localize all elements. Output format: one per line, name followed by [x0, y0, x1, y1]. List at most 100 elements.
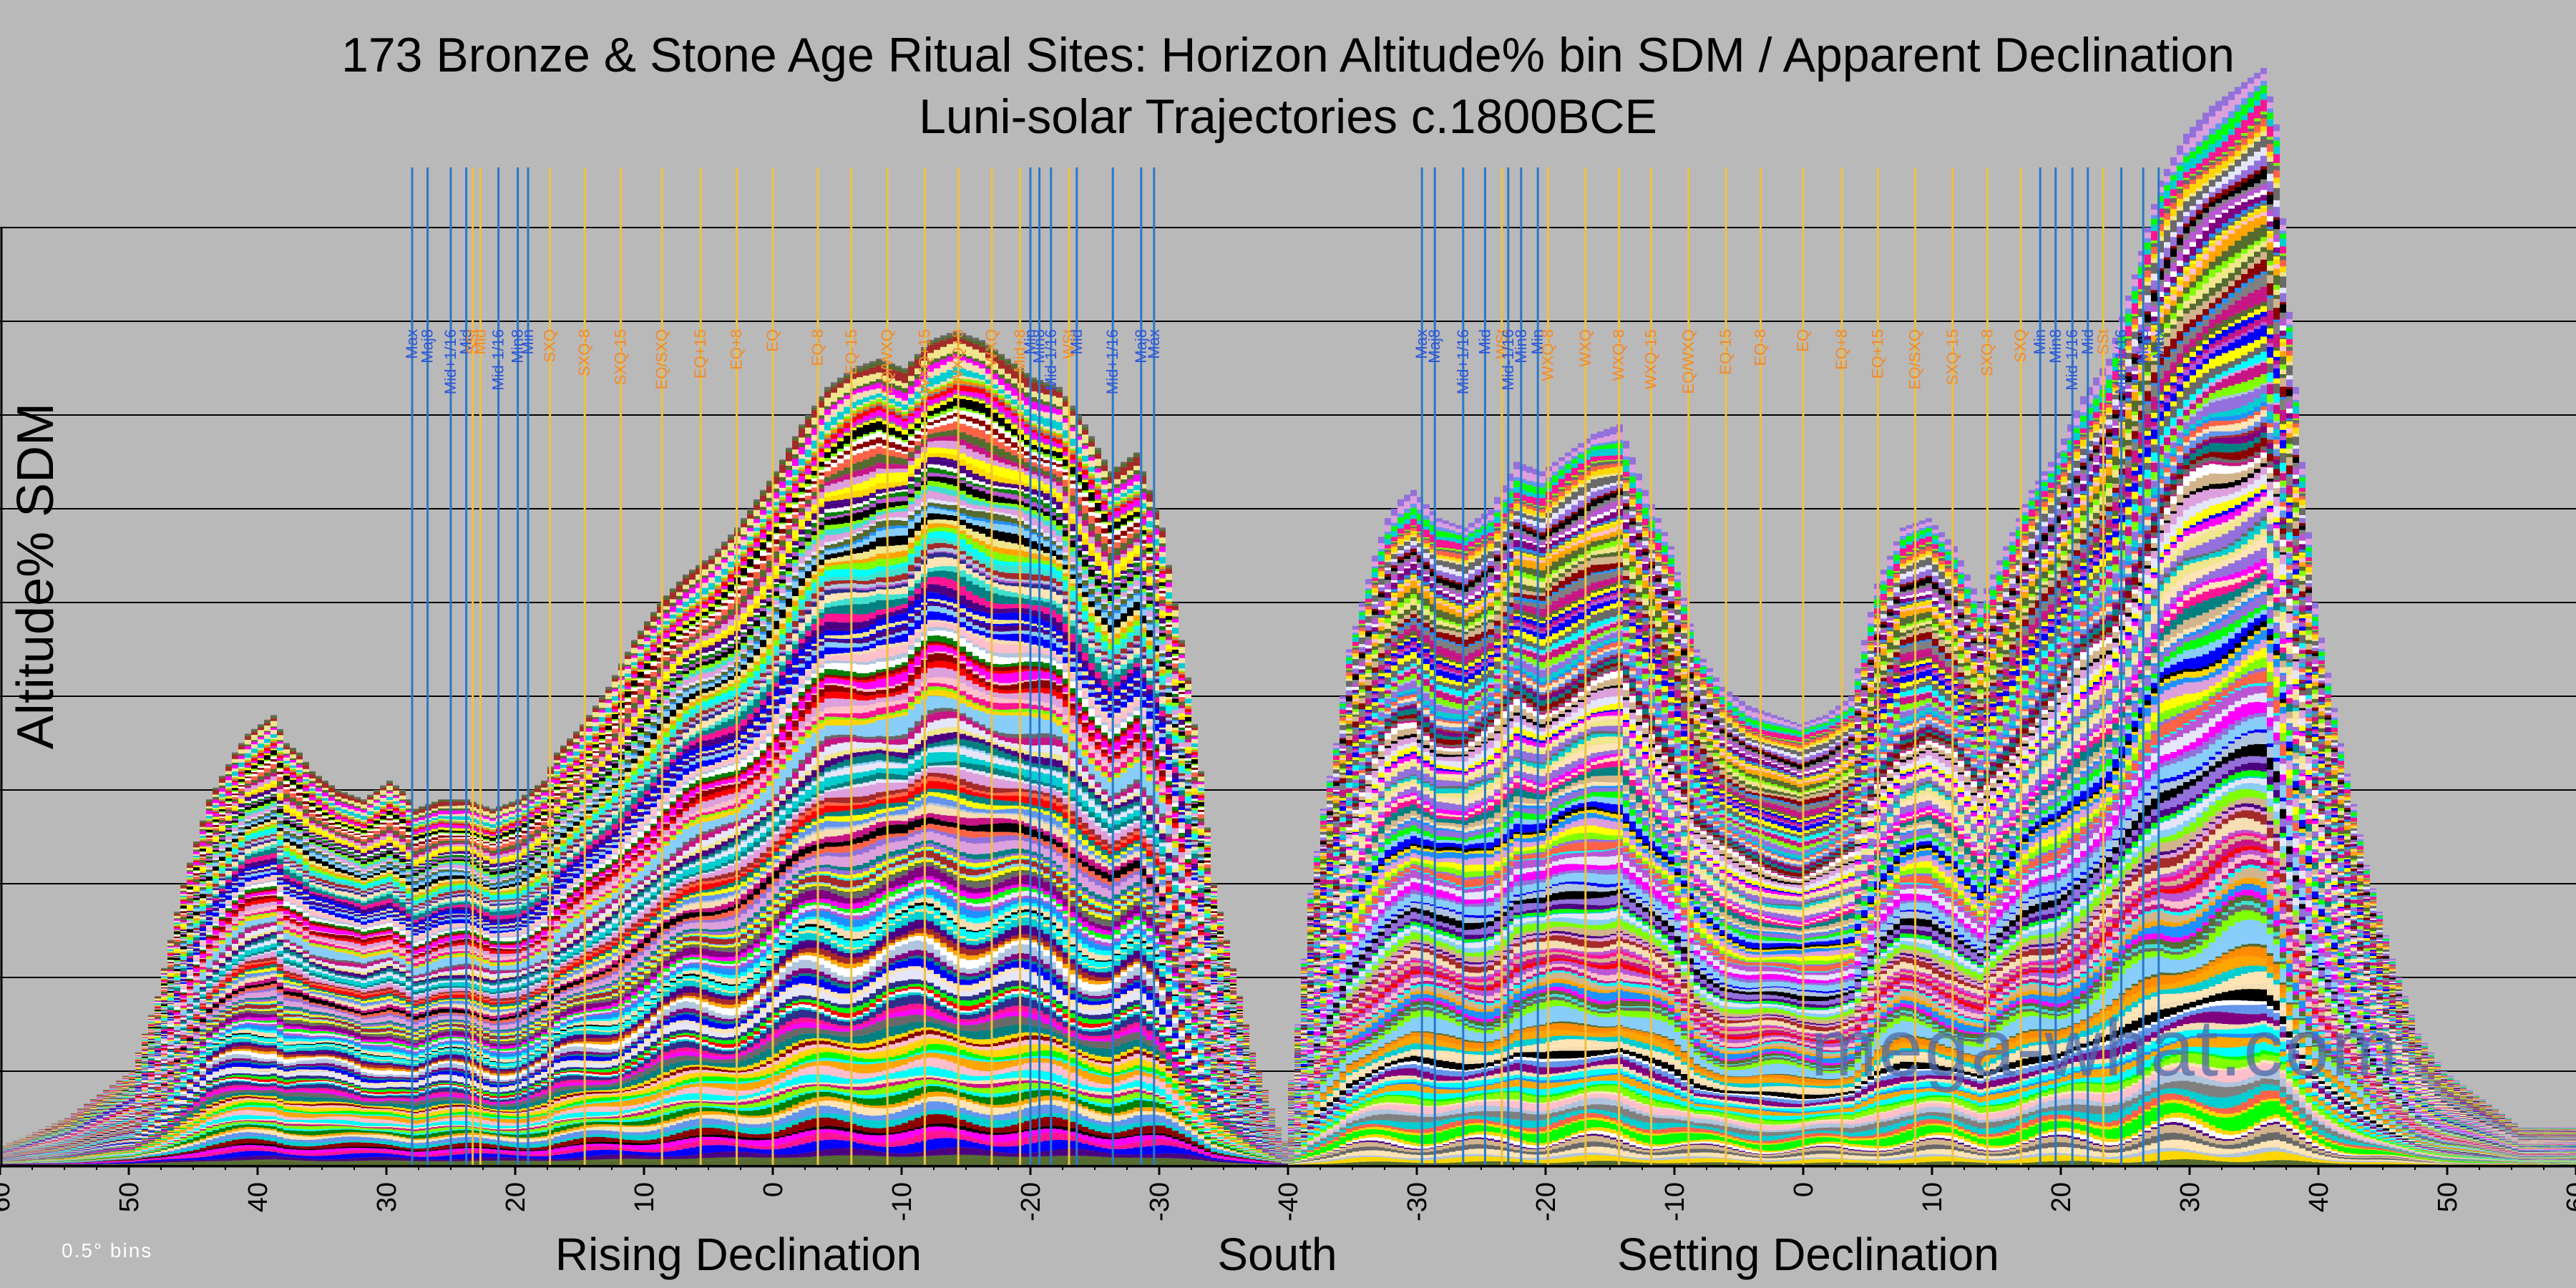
x-tick-label: -20 — [1016, 1182, 1046, 1221]
marker-label: Min — [1021, 329, 1039, 354]
marker-label: Maj8 — [2134, 329, 2152, 364]
marker-label: Mid — [1475, 329, 1493, 354]
site-layer — [0, 1138, 1294, 1165]
marker-label: EQ-8 — [809, 329, 826, 366]
site-layer — [0, 1096, 1294, 1164]
site-layer — [0, 1110, 1294, 1165]
marker-label: EQ/SXQ — [653, 329, 670, 389]
marker-label: EQ+15 — [691, 329, 709, 379]
site-layer — [0, 887, 1294, 1162]
site-layer — [0, 1079, 1294, 1164]
marker-label: Mid-1/16 — [1042, 329, 1060, 391]
marker-label: Maj8 — [419, 329, 436, 364]
site-layer — [0, 1126, 1294, 1165]
site-layer — [0, 1050, 1294, 1164]
marker-label: Min8 — [509, 329, 527, 364]
x-tick-label: 20 — [501, 1182, 531, 1212]
site-layer — [0, 1157, 1294, 1165]
marker-label: Max — [2150, 329, 2167, 359]
x-tick-label: 50 — [114, 1182, 145, 1212]
marker-label: Max — [1413, 329, 1430, 359]
marker-label: SXQ-15 — [1943, 329, 1961, 385]
marker-label: EQ/WXQ — [1679, 329, 1697, 394]
x-tick-label: 0 — [758, 1182, 789, 1197]
marker-label: Mid-1/16 — [2063, 329, 2081, 391]
site-layer — [1288, 1147, 2576, 1165]
site-layer — [0, 1154, 1294, 1165]
site-layer — [0, 1021, 1294, 1163]
marker-label: Maj8 — [1425, 329, 1443, 364]
site-layer — [0, 1044, 1294, 1164]
marker-label: SXQ-8 — [575, 329, 593, 376]
site-layer — [1288, 68, 2576, 1138]
x-tick-label: -10 — [1660, 1182, 1690, 1221]
marker-label: Min — [1528, 329, 1546, 354]
site-layer — [0, 928, 1294, 1163]
marker-label: EQ — [763, 329, 781, 352]
marker-label: WXQ-8 — [1610, 329, 1628, 381]
x-tick-label: 20 — [2046, 1182, 2077, 1212]
marker-label: WSt — [1060, 329, 1078, 359]
site-layer — [0, 1053, 1294, 1164]
marker-label: EQ/WXQ — [878, 329, 896, 394]
marker-label: EQ — [1794, 329, 1812, 352]
marker-label: SSt — [464, 329, 482, 354]
marker-label: EQ+8 — [1833, 329, 1850, 370]
marker-label: Mid+8 — [1011, 329, 1029, 373]
x-tick-label: 60 — [0, 1182, 16, 1212]
stacked-layers — [0, 68, 2576, 1165]
site-layer — [0, 876, 1294, 1162]
marker-label: WXQ — [982, 329, 1000, 367]
site-layer — [0, 1034, 1294, 1163]
marker-label: Mid+1/16 — [1103, 329, 1121, 394]
chart-title: 173 Bronze & Stone Age Ritual Sites: Hor… — [341, 28, 2235, 82]
x-tick-label: 0 — [1789, 1182, 1819, 1197]
site-layer — [0, 1123, 1294, 1165]
marker-label: WXQ — [1576, 329, 1594, 367]
site-layer — [1288, 1132, 2576, 1165]
marker-label: Mid — [1068, 329, 1085, 354]
site-layer — [0, 1030, 1294, 1163]
site-layer — [1288, 1159, 2576, 1165]
marker-label: Min8 — [1512, 329, 1530, 364]
marker-label: Mid+1/16 — [1454, 329, 1472, 394]
site-layer — [0, 1113, 1294, 1165]
chart-subtitle: Luni-solar Trajectories c.1800BCE — [919, 89, 1657, 144]
site-layer — [0, 1101, 1294, 1165]
x-tick-label: 30 — [372, 1182, 402, 1212]
site-layer — [0, 1085, 1294, 1164]
marker-label: Max — [1145, 329, 1163, 359]
marker-label: WXQ-15 — [1642, 329, 1660, 389]
site-layer — [0, 863, 1294, 1162]
x-section-south: South — [1217, 1229, 1337, 1280]
site-layer — [1288, 1139, 2576, 1165]
marker-label: Min — [519, 329, 537, 354]
bin-size-note: 0.5° bins — [62, 1239, 153, 1262]
x-tick-label: 50 — [2433, 1182, 2463, 1212]
site-layer — [0, 1066, 1294, 1164]
marker-label: Mid+1/16 — [441, 329, 459, 394]
marker-label: WXQ+15 — [915, 329, 933, 394]
x-tick-label: 10 — [1918, 1182, 1948, 1212]
marker-label: EQ/SXQ — [1906, 329, 1924, 389]
site-layer — [0, 850, 1294, 1162]
marker-label: Maj8 — [1132, 329, 1150, 364]
marker-label: EQ-15 — [1717, 329, 1735, 375]
marker-label: EQ+15 — [1868, 329, 1886, 379]
site-layer — [0, 1075, 1294, 1164]
marker-label: EQ-8 — [1752, 329, 1770, 366]
x-axis: 60 50 40 30 20 10 0 -10 -20 -30 -40 -30 -20 -10 0 10 20 3… — [0, 228, 2576, 1221]
site-layer — [0, 1131, 1294, 1165]
site-layer — [0, 1147, 1294, 1165]
x-tick-label: -20 — [1531, 1182, 1561, 1221]
site-layer — [1288, 1123, 2576, 1165]
marker-label: Mid+1/16 — [2112, 329, 2130, 394]
y-axis-label: Altitude% SDM — [7, 402, 64, 750]
site-layer — [1288, 1105, 2576, 1164]
marker-label: WXQ+8 — [949, 329, 967, 385]
x-tick-label: 60 — [2562, 1182, 2576, 1212]
marker-label: EQ+8 — [728, 329, 746, 370]
